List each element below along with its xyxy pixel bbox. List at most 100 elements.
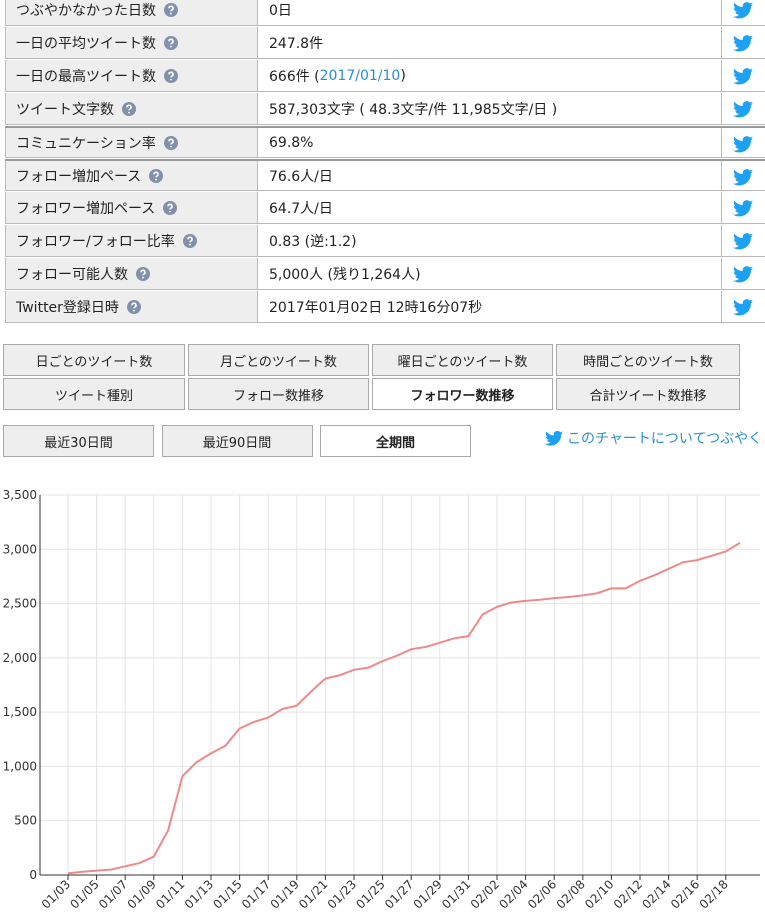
table-row: コミュニケーション率 69.8% (5, 126, 765, 158)
twitter-icon[interactable] (733, 136, 753, 153)
tab[interactable]: フォロワー数推移 (372, 378, 553, 410)
row-label: 一日の平均ツイート数 (16, 35, 156, 52)
table-row: 一日の平均ツイート数 247.8件 (5, 27, 765, 59)
x-tick-label: 01/17 (239, 877, 273, 911)
y-tick-label: 1,500 (3, 705, 37, 719)
row-value: 76.6人/日 (269, 168, 333, 185)
row-label: フォロワー/フォロー比率 (16, 233, 175, 250)
x-tick-label: 02/04 (496, 877, 530, 911)
twitter-icon[interactable] (733, 266, 753, 283)
row-value-cell: 5,000人 (残り1,264人) (258, 258, 722, 289)
x-tick-label: 01/07 (96, 877, 130, 911)
twitter-icon[interactable] (733, 35, 753, 52)
help-icon[interactable] (164, 68, 178, 83)
tab[interactable]: 合計ツイート数推移 (556, 378, 740, 410)
twitter-icon[interactable] (733, 2, 753, 19)
row-value: 587,303文字 ( 48.3文字/件 11,985文字/日 ) (269, 101, 558, 118)
help-icon[interactable] (149, 168, 164, 183)
twitter-icon[interactable] (733, 233, 753, 250)
row-label: つぶやかなかった日数 (16, 2, 156, 19)
y-tick-label: 0 (29, 868, 37, 882)
twitter-icon[interactable] (733, 101, 753, 118)
row-label: フォロワー増加ペース (16, 200, 156, 217)
help-icon[interactable] (182, 233, 197, 248)
x-tick-label: 01/31 (439, 877, 473, 911)
y-tick-label: 500 (14, 814, 37, 828)
date-link[interactable]: 2017/01/10 (319, 67, 401, 84)
row-value: 2017年01月02日 12時16分07秒 (269, 299, 483, 316)
row-value-cell: 247.8件 (258, 27, 722, 58)
table-row: フォロワー増加ペース 64.7人/日 (5, 192, 765, 224)
range-button[interactable]: 最近30日間 (3, 425, 154, 457)
help-icon[interactable] (164, 2, 178, 17)
row-label-cell: 一日の最高ツイート数 (5, 60, 258, 91)
y-tick-label: 2,500 (3, 597, 37, 611)
row-value-cell: 587,303文字 ( 48.3文字/件 11,985文字/日 ) (258, 93, 722, 124)
x-tick-label: 02/16 (668, 877, 702, 911)
row-label-cell: 一日の平均ツイート数 (5, 27, 258, 58)
range-button[interactable]: 全期間 (320, 425, 471, 457)
x-tick-label: 01/13 (182, 877, 216, 911)
twitter-icon[interactable] (733, 68, 753, 85)
series-line (67, 541, 741, 875)
row-label: 一日の最高ツイート数 (16, 68, 156, 85)
x-tick-label: 01/27 (382, 877, 416, 911)
row-value-cell: 666件 ( 2017/01/10 ) (258, 60, 722, 91)
x-tick-label: 01/21 (296, 877, 330, 911)
x-tick-label: 02/06 (525, 877, 559, 911)
row-label-cell: つぶやかなかった日数 (5, 0, 258, 25)
table-row: フォロー可能人数 5,000人 (残り1,264人) (5, 258, 765, 290)
y-tick-label: 3,500 (3, 488, 37, 502)
table-row: フォロワー/フォロー比率 0.83 (逆:1.2) (5, 225, 765, 257)
twitter-icon[interactable] (733, 200, 753, 217)
help-icon[interactable] (126, 299, 141, 314)
row-value-cell: 0日 (258, 0, 722, 25)
row-value: 0.83 (逆:1.2) (269, 233, 357, 250)
tab[interactable]: フォロー数推移 (188, 378, 369, 410)
help-icon[interactable] (164, 35, 178, 50)
twitter-icon[interactable] (733, 169, 753, 186)
row-label: ツイート文字数 (16, 101, 114, 118)
row-label: コミュニケーション率 (16, 135, 156, 152)
x-tick-label: 02/12 (611, 877, 645, 911)
row-label-cell: フォロワー増加ペース (5, 192, 258, 223)
row-label: フォロー増加ペース (16, 168, 142, 185)
tab[interactable]: ツイート種別 (3, 378, 185, 410)
table-row: 一日の最高ツイート数 666件 ( 2017/01/10 ) (5, 60, 765, 92)
y-tick-label: 3,000 (3, 542, 37, 556)
x-tick-label: 02/14 (639, 877, 673, 911)
row-value-cell: 64.7人/日 (258, 192, 722, 223)
x-tick-label: 02/18 (697, 877, 731, 911)
help-icon[interactable] (122, 101, 136, 116)
row-value: 247.8件 (269, 35, 324, 52)
x-tick-label: 02/08 (554, 877, 588, 911)
x-tick-label: 01/25 (353, 877, 387, 911)
tab[interactable]: 日ごとのツイート数 (3, 344, 185, 376)
help-icon[interactable] (136, 266, 150, 281)
x-tick-label: 02/02 (468, 877, 502, 911)
x-tick-label: 01/05 (67, 877, 101, 911)
table-row: ツイート文字数 587,303文字 ( 48.3文字/件 11,985文字/日 ) (5, 93, 765, 125)
row-label: フォロー可能人数 (16, 266, 128, 283)
row-label-cell: フォロー増加ペース (5, 161, 258, 190)
x-tick-label: 01/29 (411, 877, 445, 911)
row-label-cell: フォロワー/フォロー比率 (5, 225, 258, 256)
tweet-link[interactable]: このチャートについてつぶやく (545, 428, 762, 448)
x-tick-label: 01/15 (210, 877, 244, 911)
x-tick-label: 01/03 (39, 877, 73, 911)
twitter-icon (545, 430, 563, 446)
x-tick-label: 01/09 (125, 877, 159, 911)
row-value: 64.7人/日 (269, 200, 333, 217)
twitter-icon[interactable] (733, 299, 753, 316)
tab[interactable]: 曜日ごとのツイート数 (372, 344, 553, 376)
help-icon[interactable] (163, 135, 178, 150)
table-row: Twitter登録日時 2017年01月02日 12時16分07秒 (5, 291, 765, 323)
row-label-cell: ツイート文字数 (5, 93, 258, 124)
tab[interactable]: 月ごとのツイート数 (188, 344, 369, 376)
help-icon[interactable] (163, 200, 178, 215)
tab[interactable]: 時間ごとのツイート数 (556, 344, 740, 376)
row-label-cell: Twitter登録日時 (5, 291, 258, 322)
range-button[interactable]: 最近90日間 (161, 425, 313, 457)
tweet-link-text[interactable]: このチャートについてつぶやく (567, 431, 763, 447)
